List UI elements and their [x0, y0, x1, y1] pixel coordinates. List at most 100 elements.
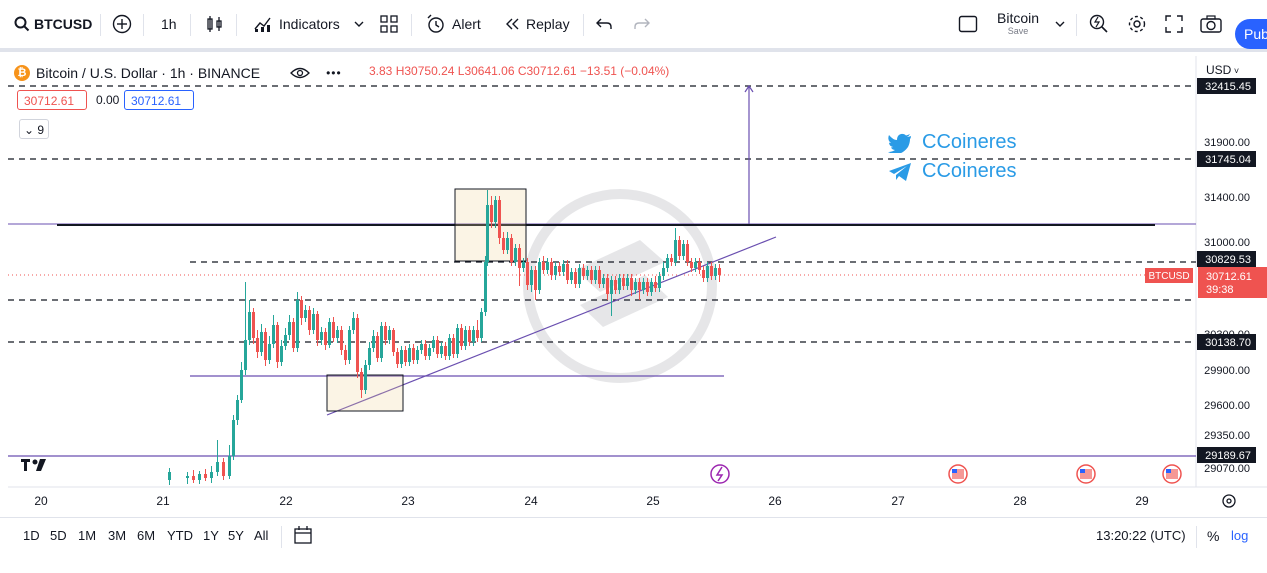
telegram-icon	[889, 162, 911, 181]
indicators-collapse-button[interactable]: ⌄ 9	[19, 119, 49, 139]
layout-square-icon	[958, 15, 978, 33]
range-button-ytd[interactable]: YTD	[167, 528, 193, 543]
sell-price-button[interactable]: 30712.61	[17, 90, 87, 110]
candle-body	[630, 278, 633, 290]
clock-timezone[interactable]: 13:20:22 (UTC)	[1096, 528, 1186, 543]
spread-value: 0.00	[96, 93, 120, 107]
price-tick: 31900.00	[1204, 137, 1250, 149]
indicators-button[interactable]: Indicators	[253, 0, 340, 48]
chevron-down-icon	[354, 21, 364, 27]
candle-body	[320, 332, 323, 340]
candle-body	[602, 278, 605, 284]
range-button-5y[interactable]: 5Y	[228, 528, 244, 543]
time-tick: 26	[768, 494, 782, 508]
layout-checkbox[interactable]	[958, 0, 978, 48]
candle-body	[316, 314, 319, 340]
price-chart[interactable]: 31900.0031400.0031000.0030300.0029900.00…	[8, 56, 1267, 517]
fullscreen-button[interactable]	[1165, 0, 1183, 48]
alert-button[interactable]: Alert	[426, 0, 481, 48]
price-tick: 31000.00	[1204, 237, 1250, 249]
buy-price-button[interactable]: 30712.61	[124, 90, 194, 110]
quick-search-button[interactable]	[1089, 0, 1109, 48]
candle-body	[530, 270, 533, 285]
range-button-6m[interactable]: 6M	[137, 528, 156, 543]
interval-label: 1h	[161, 16, 177, 32]
candle-body	[344, 350, 347, 360]
indicators-label: Indicators	[279, 16, 340, 32]
symbol-tag-text: BTCUSD	[1148, 271, 1189, 282]
candle-body	[312, 314, 315, 330]
undo-button[interactable]	[596, 0, 612, 48]
us-flag-event-icon[interactable]	[1076, 464, 1096, 484]
candle-body	[598, 270, 601, 284]
us-flag-event-icon[interactable]	[948, 464, 968, 484]
replay-button[interactable]: Replay	[504, 0, 570, 48]
indicators-dropdown[interactable]	[354, 0, 364, 48]
templates-button[interactable]	[380, 0, 398, 48]
range-button-1y[interactable]: 1Y	[203, 528, 219, 543]
candle-body	[222, 462, 225, 476]
snapshot-button[interactable]	[1200, 0, 1222, 48]
candle-body	[642, 282, 645, 290]
us-flag-event-icon[interactable]	[1162, 464, 1182, 484]
lightning-event-icon[interactable]	[710, 464, 730, 484]
candle-body	[456, 328, 459, 354]
eye-icon[interactable]	[290, 66, 310, 80]
price-mark-value: 32415.45	[1205, 81, 1251, 93]
redo-button[interactable]	[634, 0, 650, 48]
divider	[1076, 14, 1077, 36]
candle-body	[658, 276, 661, 288]
bitcoin-icon: ₿	[14, 65, 30, 81]
currency-selector[interactable]: USD ˅	[1206, 63, 1239, 77]
range-button-1m[interactable]: 1M	[78, 528, 97, 543]
candle-body	[300, 300, 303, 318]
settings-button[interactable]	[1127, 0, 1147, 48]
axis-settings-icon[interactable]	[1222, 494, 1236, 508]
more-icon[interactable]: •••	[326, 66, 342, 80]
range-button-1d[interactable]: 1D	[23, 528, 40, 543]
candle-body	[468, 330, 471, 342]
candlestick-series	[168, 190, 721, 485]
range-button-all[interactable]: All	[254, 528, 269, 543]
percent-toggle[interactable]: %	[1207, 528, 1220, 544]
candle-body	[586, 270, 589, 276]
ascending-trendline[interactable]	[326, 236, 777, 416]
layout-name-button[interactable]: Bitcoin Save	[997, 0, 1039, 48]
chart-type-button[interactable]	[206, 0, 224, 48]
time-tick: 20	[34, 494, 48, 508]
candle-body	[486, 205, 489, 262]
candle-body	[686, 244, 689, 262]
price-mark-tag	[1197, 151, 1256, 167]
compare-button[interactable]	[112, 0, 132, 48]
twitter-watermark: CCoineres	[888, 131, 1016, 154]
candle-body	[436, 340, 439, 354]
fullscreen-icon	[1165, 15, 1183, 33]
tradingview-logo[interactable]	[21, 459, 46, 471]
symbol-tag	[1145, 268, 1193, 283]
candle-body	[440, 346, 443, 354]
chevron-down-icon: ˅	[1231, 66, 1240, 76]
range-button-5d[interactable]: 5D	[50, 528, 67, 543]
goto-date-button[interactable]	[293, 525, 315, 548]
price-mark-tag	[1197, 447, 1256, 463]
publish-button[interactable]: Pub	[1235, 19, 1267, 49]
symbol-legend[interactable]: ₿ Bitcoin / U.S. Dollar · 1h · BINANCE •…	[14, 62, 342, 84]
candle-body	[594, 270, 597, 280]
candle-body	[702, 270, 705, 278]
symbol-search[interactable]: BTCUSD	[14, 0, 92, 48]
candle-body	[396, 352, 399, 364]
layout-dropdown[interactable]	[1055, 0, 1065, 48]
price-tick: 31400.00	[1204, 192, 1250, 204]
time-tick: 23	[401, 494, 415, 508]
divider	[583, 14, 584, 36]
candle-body	[606, 278, 609, 294]
divider	[190, 14, 191, 36]
range-button-3m[interactable]: 3M	[108, 528, 127, 543]
candle-body	[292, 322, 295, 348]
calendar-icon	[294, 526, 312, 544]
log-toggle[interactable]: log	[1231, 528, 1249, 543]
search-icon	[14, 16, 30, 32]
interval-button[interactable]: 1h	[161, 0, 177, 48]
candle-body	[332, 322, 335, 338]
time-tick: 24	[524, 494, 538, 508]
